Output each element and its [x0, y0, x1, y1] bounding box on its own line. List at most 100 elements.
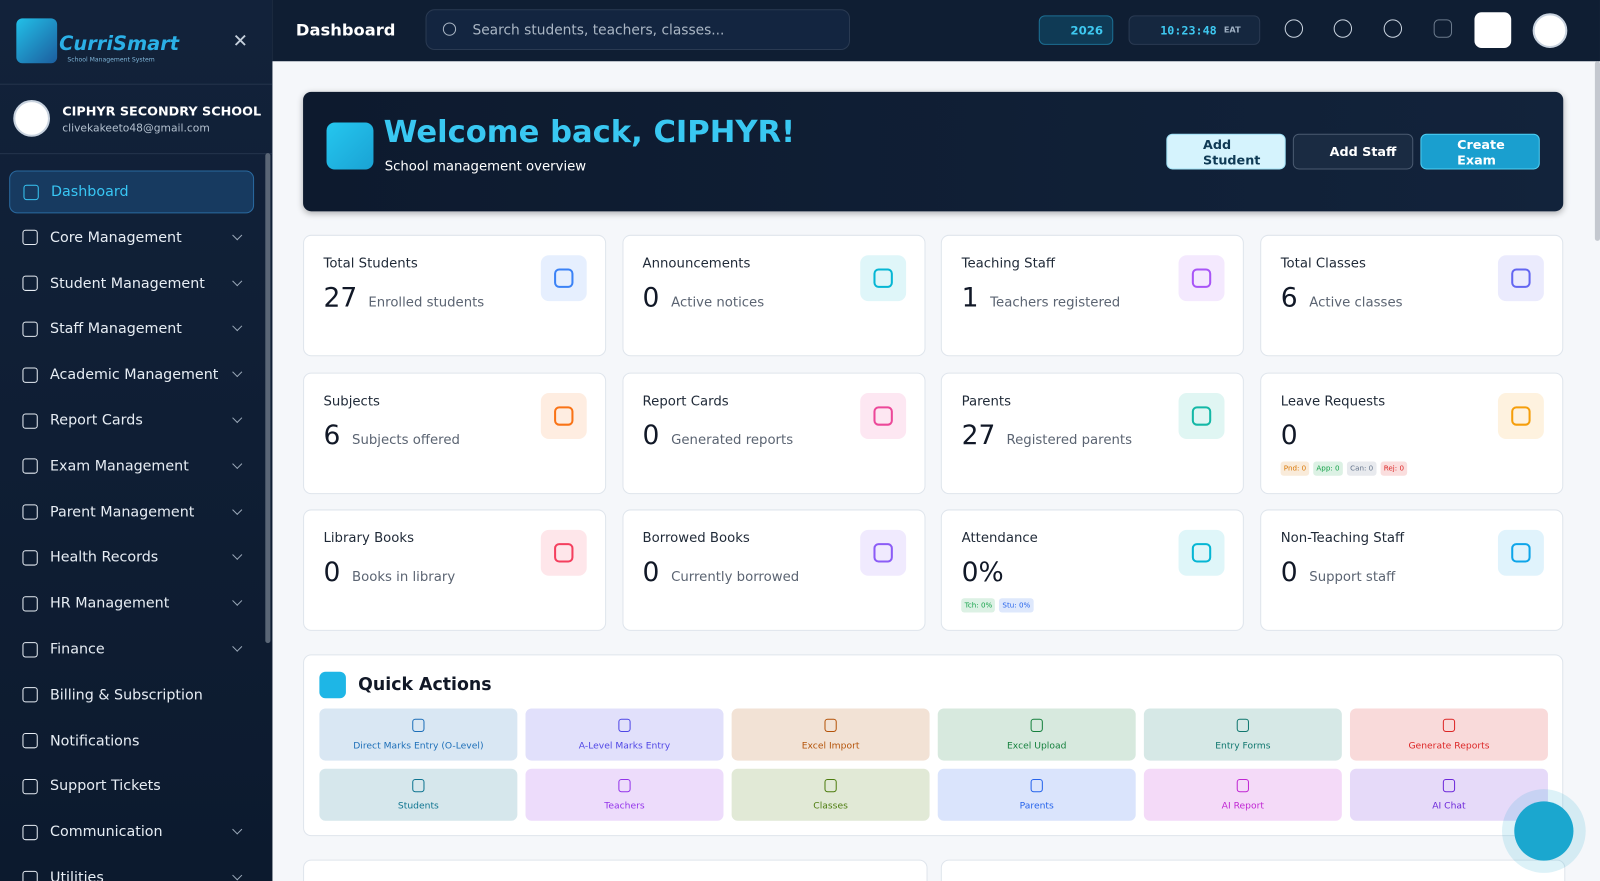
- stat-caption: Enrolled students: [368, 295, 485, 311]
- quick-action[interactable]: A-Level Marks Entry: [525, 708, 724, 761]
- stat-card[interactable]: Non-Teaching Staff 0 Support staff: [1260, 509, 1564, 631]
- nav-icon: [22, 458, 38, 475]
- stat-caption: Active notices: [671, 295, 765, 311]
- ai-assistant[interactable]: [1514, 801, 1574, 861]
- quick-action[interactable]: Direct Marks Entry (O-Level): [319, 708, 518, 761]
- nav-item[interactable]: Finance: [9, 628, 254, 671]
- quick-action[interactable]: AI Chat: [1349, 768, 1548, 821]
- nav-item[interactable]: Health Records: [9, 536, 254, 579]
- quick-action[interactable]: Teachers: [525, 768, 724, 821]
- nav-item[interactable]: Student Management: [9, 262, 254, 305]
- stat-card[interactable]: Report Cards 0 Generated reports: [622, 372, 926, 494]
- nav-label: Parent Management: [49, 503, 195, 521]
- quick-action[interactable]: Generate Reports: [1349, 708, 1548, 761]
- welcome-banner: Welcome back, CIPHYR! School management …: [303, 91, 1564, 212]
- stat-card[interactable]: Announcements 0 Active notices: [622, 234, 926, 357]
- nav-item[interactable]: Communication: [9, 811, 254, 854]
- nav-icon: [22, 504, 38, 520]
- search[interactable]: Search students, teachers, classes...: [425, 9, 850, 51]
- welcome-button[interactable]: Create Exam: [1420, 133, 1540, 170]
- stat-badge: Stu: 0%: [999, 598, 1034, 613]
- stat-card[interactable]: Leave Requests 0 Pnd: 0 App: 0 Can: 0 Rej: 0: [1260, 372, 1564, 494]
- stat-card[interactable]: Total Students 27 Enrolled students: [303, 234, 607, 357]
- stat-label: Teaching Staff: [961, 256, 1056, 272]
- quick-action[interactable]: Entry Forms: [1143, 708, 1342, 761]
- stat-value: 0: [323, 557, 341, 589]
- nav-label: Exam Management: [49, 458, 189, 475]
- stat-card[interactable]: Subjects 6 Subjects offered: [303, 372, 607, 494]
- close-sidebar[interactable]: ✕: [232, 30, 249, 53]
- nav-item[interactable]: Billing & Subscription: [9, 674, 254, 717]
- stat-label: Parents: [961, 393, 1011, 409]
- quick-actions-title: Quick Actions: [358, 674, 492, 696]
- nav-item[interactable]: Exam Management: [9, 445, 254, 488]
- nav-item[interactable]: Staff Management: [9, 308, 254, 351]
- quick-action-label: Teachers: [604, 801, 645, 812]
- stat-value: 27: [323, 282, 358, 314]
- nav-icon: [22, 275, 38, 292]
- quick-action-icon: [412, 778, 425, 793]
- nav-item[interactable]: Dashboard: [9, 170, 255, 214]
- stat-card[interactable]: Attendance 0% Tch: 0% Stu: 0%: [941, 509, 1245, 631]
- stat-label: Report Cards: [642, 393, 729, 409]
- search-placeholder: Search students, teachers, classes...: [472, 22, 725, 39]
- stat-card[interactable]: Parents 27 Registered parents: [941, 372, 1245, 494]
- card: [940, 859, 1566, 881]
- nav-item[interactable]: Report Cards: [9, 399, 254, 442]
- quick-action[interactable]: AI Report: [1143, 768, 1342, 821]
- school-email: clivekakeeto48@gmail.com: [62, 122, 210, 135]
- nav-icon: [22, 367, 38, 383]
- nav-label: Staff Management: [49, 320, 182, 338]
- year-pill[interactable]: 2026: [1038, 15, 1114, 45]
- notifications-icon[interactable]: [1433, 19, 1453, 38]
- quick-action[interactable]: Excel Import: [731, 708, 930, 761]
- stat-icon: [859, 392, 906, 439]
- nav-item[interactable]: Parent Management: [9, 491, 254, 534]
- quick-action-label: Direct Marks Entry (O-Level): [353, 741, 484, 752]
- display-toggle[interactable]: [1474, 12, 1512, 48]
- ai-icon[interactable]: [1284, 19, 1304, 38]
- user-avatar[interactable]: [1532, 13, 1568, 48]
- stat-caption: Support staff: [1309, 569, 1396, 585]
- nav-item[interactable]: HR Management: [9, 582, 254, 625]
- divider: [0, 83, 273, 85]
- stat-icon: [1178, 255, 1225, 302]
- language-icon[interactable]: [1333, 19, 1353, 38]
- nav-item[interactable]: Core Management: [9, 216, 254, 259]
- quick-action-label: AI Chat: [1432, 801, 1466, 812]
- quick-action[interactable]: Students: [319, 768, 518, 821]
- stat-badge: Rej: 0: [1380, 460, 1408, 476]
- icon-glyph: [1511, 405, 1531, 426]
- chevron: [232, 275, 243, 286]
- nav-item[interactable]: Notifications: [9, 719, 254, 762]
- quick-action[interactable]: Excel Upload: [937, 708, 1136, 761]
- logo-subtitle: School Management System: [67, 56, 155, 64]
- nav-icon: [22, 230, 38, 246]
- topbar: Dashboard Search students, teachers, cla…: [272, 0, 1600, 62]
- stat-icon: [1498, 255, 1544, 302]
- chevron: [232, 870, 243, 881]
- stat-card[interactable]: Total Classes 6 Active classes: [1260, 234, 1564, 357]
- stat-label: Library Books: [323, 530, 414, 547]
- help-icon[interactable]: [1383, 19, 1403, 38]
- stat-caption: Active classes: [1309, 295, 1403, 311]
- nav-item[interactable]: Academic Management: [9, 353, 254, 396]
- welcome-button[interactable]: Add Student: [1166, 133, 1286, 170]
- quick-action-label: Classes: [813, 801, 848, 812]
- quick-action[interactable]: Classes: [731, 768, 930, 821]
- quick-action[interactable]: Parents: [937, 768, 1136, 821]
- stat-card[interactable]: Library Books 0 Books in library: [303, 509, 607, 631]
- chevron: [232, 595, 243, 607]
- stat-caption: Subjects offered: [352, 432, 460, 448]
- nav-item[interactable]: Utilities: [9, 857, 254, 881]
- welcome-button[interactable]: Add Staff: [1292, 133, 1414, 170]
- chevron: [232, 824, 243, 835]
- stat-card[interactable]: Borrowed Books 0 Currently borrowed: [622, 509, 926, 631]
- stat-card[interactable]: Teaching Staff 1 Teachers registered: [941, 234, 1245, 357]
- quick-action-icon: [1030, 718, 1043, 732]
- quick-actions-icon: [319, 671, 346, 699]
- icon-glyph: [873, 268, 893, 288]
- chevron: [232, 367, 243, 378]
- nav-label: Report Cards: [49, 412, 143, 429]
- nav-item[interactable]: Support Tickets: [9, 765, 254, 808]
